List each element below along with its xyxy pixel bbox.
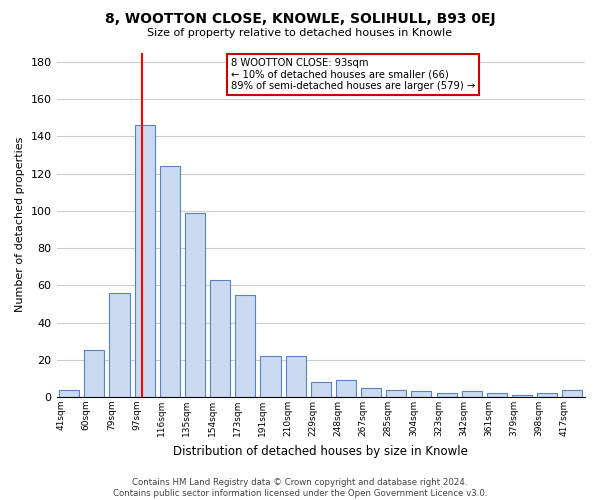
Bar [562,390,583,397]
Bar [286,356,305,397]
Bar [537,394,557,397]
Bar [235,294,256,397]
Bar [336,380,356,397]
Bar [210,280,230,397]
Bar [59,390,79,397]
Bar [412,392,431,397]
Y-axis label: Number of detached properties: Number of detached properties [15,137,25,312]
Bar [361,388,381,397]
Bar [260,356,281,397]
Bar [84,350,104,397]
Text: 8 WOOTTON CLOSE: 93sqm
← 10% of detached houses are smaller (66)
89% of semi-det: 8 WOOTTON CLOSE: 93sqm ← 10% of detached… [231,58,475,91]
Bar [487,394,507,397]
Bar [461,392,482,397]
X-axis label: Distribution of detached houses by size in Knowle: Distribution of detached houses by size … [173,444,468,458]
Bar [386,390,406,397]
Bar [109,292,130,397]
Text: Size of property relative to detached houses in Knowle: Size of property relative to detached ho… [148,28,452,38]
Bar [437,394,457,397]
Bar [512,395,532,397]
Bar [160,166,180,397]
Text: 8, WOOTTON CLOSE, KNOWLE, SOLIHULL, B93 0EJ: 8, WOOTTON CLOSE, KNOWLE, SOLIHULL, B93 … [104,12,496,26]
Bar [185,212,205,397]
Bar [134,125,155,397]
Text: Contains HM Land Registry data © Crown copyright and database right 2024.
Contai: Contains HM Land Registry data © Crown c… [113,478,487,498]
Bar [311,382,331,397]
